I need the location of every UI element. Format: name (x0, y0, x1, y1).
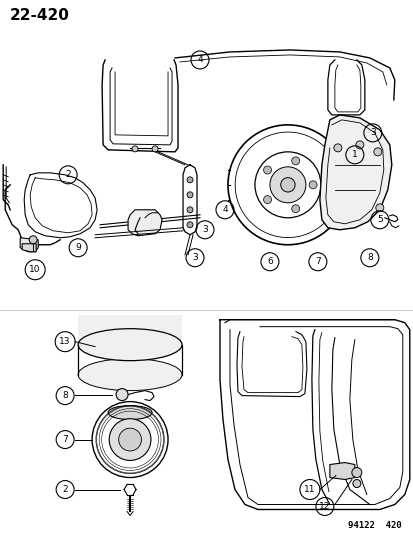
Circle shape (373, 148, 381, 156)
Text: 8: 8 (366, 253, 372, 262)
Text: 8: 8 (62, 391, 68, 400)
Circle shape (116, 389, 128, 401)
Circle shape (269, 167, 305, 203)
Text: 4: 4 (197, 55, 202, 64)
Text: 3: 3 (192, 253, 197, 262)
Circle shape (187, 192, 192, 198)
Text: 1: 1 (351, 150, 357, 159)
Circle shape (309, 181, 316, 189)
Circle shape (187, 207, 192, 213)
Circle shape (352, 480, 360, 488)
Circle shape (291, 157, 299, 165)
Ellipse shape (78, 329, 182, 361)
Circle shape (355, 141, 363, 149)
Circle shape (29, 236, 37, 244)
Text: 3: 3 (202, 225, 207, 235)
Bar (78, 314, 182, 345)
Text: 2: 2 (65, 171, 71, 179)
Circle shape (187, 177, 192, 183)
Circle shape (333, 144, 341, 152)
Text: 13: 13 (59, 337, 71, 346)
Text: 11: 11 (304, 485, 315, 494)
Polygon shape (128, 210, 161, 236)
Polygon shape (329, 463, 354, 480)
Circle shape (119, 428, 141, 451)
Circle shape (109, 419, 151, 461)
Text: 22-420: 22-420 (10, 8, 70, 23)
Circle shape (152, 146, 158, 152)
Circle shape (291, 205, 299, 213)
Text: 4: 4 (222, 205, 227, 214)
Text: 6: 6 (266, 257, 272, 266)
Text: 5: 5 (376, 215, 382, 224)
Text: 10: 10 (29, 265, 41, 274)
Circle shape (263, 166, 271, 174)
Ellipse shape (78, 359, 182, 391)
Text: 94122  420: 94122 420 (347, 521, 401, 530)
Polygon shape (319, 115, 391, 230)
Circle shape (132, 146, 138, 152)
Circle shape (351, 467, 361, 478)
Circle shape (280, 177, 294, 192)
Text: 7: 7 (314, 257, 320, 266)
Text: 2: 2 (62, 485, 68, 494)
Polygon shape (22, 244, 36, 252)
Circle shape (263, 196, 271, 204)
Ellipse shape (108, 406, 152, 419)
Text: 7: 7 (62, 435, 68, 444)
Polygon shape (20, 238, 38, 252)
Circle shape (187, 222, 192, 228)
Text: 12: 12 (318, 502, 330, 511)
Text: 9: 9 (75, 243, 81, 252)
Circle shape (375, 204, 383, 212)
Text: 3: 3 (369, 128, 375, 138)
